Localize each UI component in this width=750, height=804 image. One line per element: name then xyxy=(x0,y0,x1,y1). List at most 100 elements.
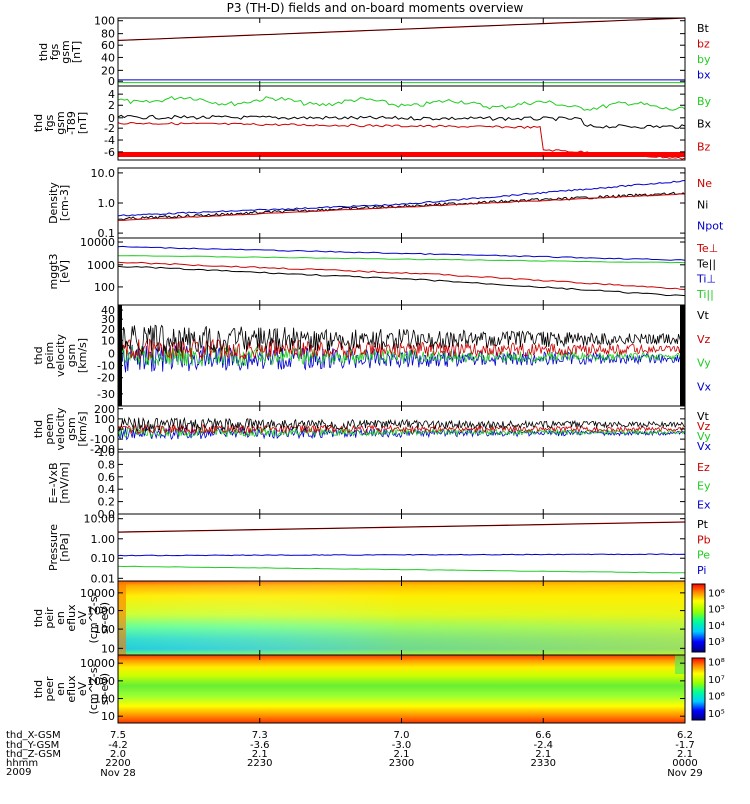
legend-label-bz: bz xyxy=(697,38,710,51)
y-tick-label: -200 xyxy=(90,443,115,456)
x-axis-value: 2.1 xyxy=(677,749,693,760)
y-tick-label: -6 xyxy=(104,146,115,159)
legend-label-Vt: Vt xyxy=(697,309,710,322)
y-tick-label: 80 xyxy=(101,28,115,41)
series-line-Vt xyxy=(117,416,685,433)
y-axis-label: [eV] xyxy=(58,260,71,283)
series-line-Tipar xyxy=(117,255,686,264)
series-line-Vy xyxy=(117,345,686,367)
colorbar-label: 10⁶ xyxy=(708,691,725,702)
y-tick-label: 0.10 xyxy=(91,552,116,565)
legend-label-Bz: Bz xyxy=(697,140,711,153)
y-axis-label: [nT] xyxy=(76,112,89,134)
colorbar-label: 10⁸ xyxy=(708,657,725,668)
legend-label-bx: bx xyxy=(697,69,711,82)
series-line-Npot xyxy=(117,180,686,217)
y-axis-label: velocity xyxy=(54,334,67,377)
y-axis-label: E=-VxB xyxy=(47,462,60,503)
y-axis-label: eflux xyxy=(65,675,78,703)
y-axis-label: fgs xyxy=(43,114,56,131)
series-line-Tepar xyxy=(117,265,686,297)
y-tick-label: 1000 xyxy=(87,259,115,272)
series-line-Ne xyxy=(118,193,685,221)
y-tick-label: -4 xyxy=(104,134,115,147)
legend-label-Vt: Vt xyxy=(697,410,710,423)
series-line-Teperp xyxy=(117,261,686,290)
plot-title: P3 (TH-D) fields and on-board moments ov… xyxy=(227,1,524,15)
y-axis-label: thd xyxy=(32,680,45,698)
legend-label-Te⊥: Te⊥ xyxy=(696,242,718,255)
x-axis-value: -4.2 xyxy=(108,740,128,751)
y-axis-label: thd xyxy=(32,609,45,627)
legend-label-Vz: Vz xyxy=(697,420,711,433)
y-axis-label: [km/s] xyxy=(76,338,89,373)
legend-label-Vx: Vx xyxy=(697,440,712,453)
y-axis-label: eV xyxy=(76,681,89,696)
x-axis-value: 7.0 xyxy=(394,730,410,741)
spectrogram-edge xyxy=(675,655,685,675)
colorbar-label: 10⁵ xyxy=(708,605,725,616)
y-axis-label: (cm^2-s- xyxy=(87,593,100,644)
x-axis-value: 2.1 xyxy=(252,749,268,760)
series-line-Bx xyxy=(117,114,686,129)
y-tick-label: 10 xyxy=(101,710,115,723)
colorbar-label: 10⁶ xyxy=(708,588,725,599)
legend-label-Bt: Bt xyxy=(697,22,710,35)
y-tick-label: -30 xyxy=(97,388,115,401)
legend-label-Vy: Vy xyxy=(697,430,711,443)
legend-label-Npot: Npot xyxy=(697,220,724,233)
y-tick-label: 100 xyxy=(94,281,115,294)
x-axis-value: Nov 29 xyxy=(667,768,702,779)
legend-label-Ex: Ex xyxy=(697,498,711,511)
panel-frame xyxy=(117,451,686,515)
y-axis-label: Density xyxy=(47,182,60,224)
x-axis-row-label: hhmm xyxy=(6,758,38,769)
x-axis-row-label: 2009 xyxy=(6,767,31,778)
colorbar-label: 10⁴ xyxy=(708,621,725,632)
y-tick-label: 0 xyxy=(108,423,115,436)
legend-label-Ti||: Ti|| xyxy=(696,288,714,301)
x-axis-value: -2.4 xyxy=(533,740,553,751)
red-status-bar xyxy=(118,152,685,157)
x-axis-value: 2330 xyxy=(531,758,556,769)
x-axis-value: 6.2 xyxy=(677,730,693,741)
y-axis-label: eV xyxy=(76,610,89,625)
y-tick-label: 100 xyxy=(94,413,115,426)
y-tick-label: 0.8 xyxy=(98,458,116,471)
y-axis-label: peim xyxy=(43,342,56,370)
y-tick-label: 1000 xyxy=(87,605,115,618)
colorbar xyxy=(691,657,706,721)
colorbar-label: 10⁷ xyxy=(708,675,725,686)
y-axis-label: gsm xyxy=(59,40,72,63)
legend-label-Vy: Vy xyxy=(697,357,711,370)
spectrogram-edge xyxy=(118,581,126,655)
colorbar-label: 10³ xyxy=(708,637,725,648)
y-tick-label: 30 xyxy=(101,313,115,326)
y-tick-label: 0.01 xyxy=(91,572,116,585)
legend-label-Pe: Pe xyxy=(697,549,710,562)
y-tick-label: 1.0 xyxy=(98,446,116,459)
x-axis-value: 6.6 xyxy=(535,730,551,741)
panel-efield: 1.00.80.60.40.20.0 E=-VxB[mV/m] Ez Ey Ex xyxy=(47,446,711,521)
y-tick-label: 40 xyxy=(101,51,115,64)
y-axis-label: [cm-3] xyxy=(58,185,71,221)
panel-density: 10.0 1.0 0.1 Density[cm-3] Ne Ni Npot xyxy=(47,167,724,240)
legend-label-Pi: Pi xyxy=(697,564,706,577)
legend-label-Vz: Vz xyxy=(697,333,711,346)
y-tick-label: 0.4 xyxy=(98,483,116,496)
y-tick-label: 20 xyxy=(101,323,115,336)
panel-frame xyxy=(117,237,686,306)
series-line-Tiperp xyxy=(117,245,686,261)
y-tick-label: 20 xyxy=(101,64,115,77)
y-tick-label: 10000 xyxy=(80,236,115,249)
y-axis-label: mggt3 xyxy=(47,254,60,290)
y-axis-label: [nT] xyxy=(70,41,83,63)
series-line-Vt xyxy=(117,324,686,356)
series-line-Vz xyxy=(117,423,686,435)
x-axis-row-label: thd_X-GSM xyxy=(6,730,61,741)
y-tick-label: 2 xyxy=(108,99,115,112)
y-axis-label: sr-eV) xyxy=(98,602,111,634)
series-line-Pi xyxy=(117,553,686,557)
legend-label-by: by xyxy=(697,53,711,66)
